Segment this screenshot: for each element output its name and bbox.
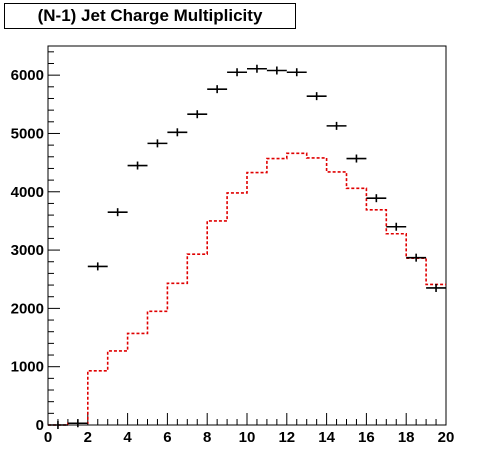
data-point: [266, 66, 287, 75]
x-tick-label: 4: [123, 429, 132, 446]
data-point: [306, 92, 327, 101]
data-point: [286, 68, 307, 77]
y-tick-label: 6000: [11, 67, 44, 84]
data-point: [147, 139, 168, 148]
x-tick-label: 10: [239, 429, 256, 446]
y-tick-label: 3000: [11, 242, 44, 259]
data-point: [346, 154, 367, 163]
y-tick-label: 4000: [11, 184, 44, 201]
x-tick-label: 2: [84, 429, 92, 446]
data-point: [87, 262, 108, 271]
y-tick-label: 5000: [11, 125, 44, 142]
x-tick-label: 6: [163, 429, 171, 446]
mc-step-histogram: [48, 152, 446, 426]
data-point: [426, 283, 446, 292]
x-tick-label: 20: [438, 429, 455, 446]
x-tick-label: 16: [358, 429, 375, 446]
data-point: [107, 208, 128, 217]
data-point: [207, 85, 228, 94]
x-tick-label: 18: [398, 429, 415, 446]
x-tick-label: 0: [44, 429, 52, 446]
data-point: [366, 194, 387, 203]
x-tick-label: 14: [318, 429, 335, 446]
data-point: [48, 421, 68, 429]
y-tick-label: 0: [36, 417, 44, 434]
x-tick-label: 8: [203, 429, 211, 446]
data-point: [227, 68, 247, 77]
data-point: [187, 110, 208, 119]
y-tick-label: 1000: [11, 359, 44, 376]
chart-title: (N-1) Jet Charge Multiplicity: [4, 3, 296, 29]
data-point: [326, 121, 347, 130]
data-point: [386, 222, 407, 231]
data-point: [247, 64, 267, 73]
data-point: [127, 161, 148, 170]
x-tick-label: 12: [278, 429, 295, 446]
data-point: [67, 419, 88, 428]
data-point: [167, 128, 188, 137]
data-point: [406, 253, 427, 262]
y-tick-label: 2000: [11, 300, 44, 317]
